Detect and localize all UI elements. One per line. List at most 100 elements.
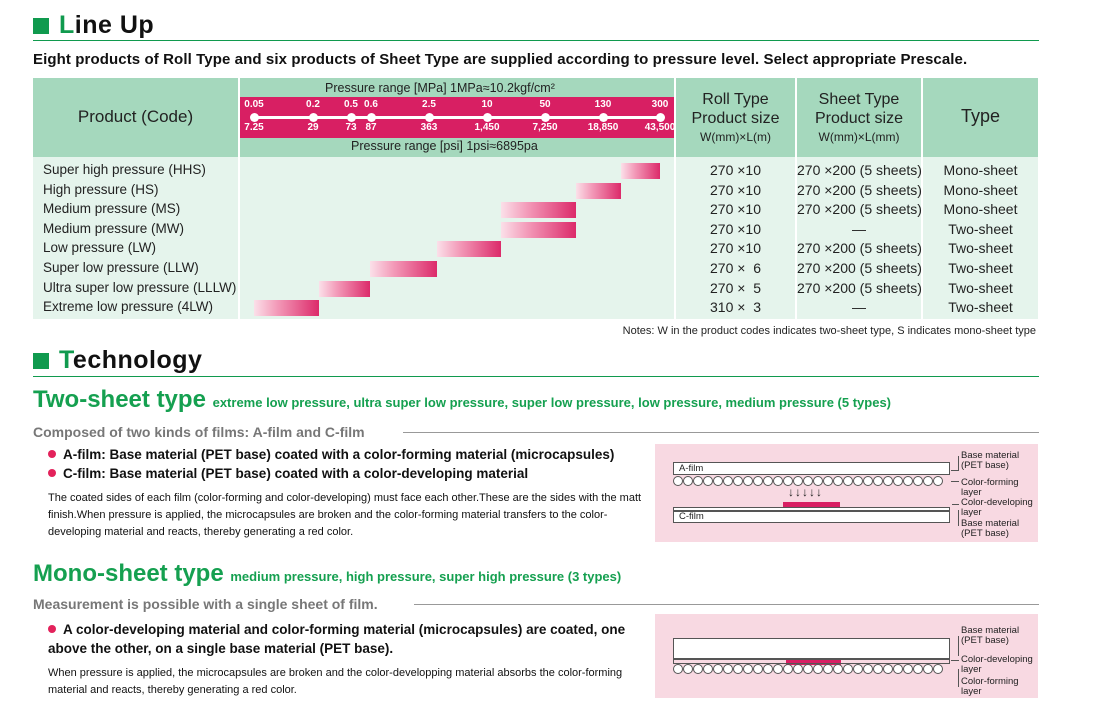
microcapsule-icon	[893, 476, 903, 486]
two-sheet-bullet-c: C-film: Base material (PET base) coated …	[48, 464, 528, 483]
scale-psi-label: 29	[307, 122, 319, 133]
product-type: Two-sheet	[948, 220, 1013, 237]
sheet-size: 270 ×200 (5 sheets)	[797, 260, 922, 276]
red-color-strip	[783, 502, 840, 507]
sheet-size: —	[852, 220, 866, 237]
header-roll-line2: Product size	[691, 110, 780, 127]
mono-sheet-subhead: Measurement is possible with a single sh…	[33, 596, 378, 612]
microcapsule-icon	[913, 664, 923, 674]
product-name: Super high pressure (HHS)	[43, 162, 206, 177]
microcapsule-icon	[883, 476, 893, 486]
product-name: Medium pressure (MW)	[43, 220, 185, 236]
scale-mpa-label: 50	[539, 99, 551, 110]
heading-text: ine Up	[74, 11, 155, 39]
scale-psi-label: 73	[345, 122, 357, 133]
microcapsule-icon	[733, 664, 743, 674]
pressure-range-bar	[436, 241, 502, 258]
product-type: Two-sheet	[948, 299, 1013, 316]
table-body-bg	[33, 157, 1038, 319]
microcapsule-icon	[923, 476, 933, 486]
microcapsule-icon	[743, 664, 753, 674]
pressure-scale-bar: 0.05 7.25 0.2 29 0.5 73 0.6 87 2.5 363 10 1,450 50 7,…	[240, 97, 676, 138]
microcapsule-icon	[823, 664, 833, 674]
mono-sheet-diagram: Base material (PET base) Color-developin…	[655, 614, 1038, 698]
pressure-range-bar	[369, 261, 437, 277]
sheet-size: —	[852, 299, 866, 316]
microcapsule-icon	[763, 664, 773, 674]
scale-tick-dot	[347, 113, 356, 122]
c-film-label: C-film	[679, 511, 704, 522]
microcapsule-icon	[803, 664, 813, 674]
col-divider	[795, 78, 797, 319]
heading-text: echnology	[72, 346, 203, 374]
roll-size: 270 × 6	[710, 260, 761, 276]
microcapsule-icon	[873, 664, 883, 674]
scale-mpa-label: 2.5	[422, 99, 436, 110]
product-name: Extreme low pressure (4LW)	[43, 299, 214, 315]
microcapsule-icon	[803, 476, 813, 486]
two-sheet-body: The coated sides of each film (color-for…	[48, 492, 642, 538]
header-product: Product (Code)	[77, 107, 194, 126]
lineup-heading: Line Up	[33, 11, 154, 40]
microcapsule-icon	[713, 664, 723, 674]
scale-psi-label: 18,850	[587, 122, 619, 133]
two-sheet-subhead-rule	[403, 432, 1039, 433]
color-developing-layer	[673, 507, 950, 511]
product-type: Two-sheet	[948, 279, 1013, 296]
header-sheet: Sheet Type Product size W(mm)×L(mm)	[797, 90, 921, 147]
microcapsule-icon	[883, 664, 893, 674]
microcapsule-icon	[793, 476, 803, 486]
pressure-arrows-icon: ↓↓↓↓↓	[788, 485, 823, 499]
microcapsule-icon	[823, 476, 833, 486]
col-divider	[674, 78, 676, 319]
scale-line	[252, 116, 664, 119]
microcapsule-icon	[923, 664, 933, 674]
heading-cap: T	[59, 346, 73, 374]
sheet-size: 270 ×200 (5 sheets)	[797, 162, 922, 178]
sheet-size: 270 ×200 (5 sheets)	[797, 201, 922, 218]
microcapsule-icon	[893, 664, 903, 674]
bullet-dot-icon	[48, 625, 56, 633]
microcapsule-icon	[843, 476, 853, 486]
heading-cap: L	[59, 11, 75, 39]
header-sheet-line2: Product size	[814, 110, 904, 127]
scale-mpa-label: 0.5	[344, 99, 358, 110]
scale-psi-label: 87	[365, 122, 377, 133]
microcapsule-icon	[773, 476, 783, 486]
color-developing-label: Color-developing layer	[961, 497, 1033, 518]
microcapsule-icon	[853, 476, 863, 486]
pressure-range-bar	[318, 280, 370, 297]
scale-tick-dot	[656, 113, 665, 122]
microcapsule-icon	[813, 664, 823, 674]
two-sheet-bullet-a: A-film: Base material (PET base) coated …	[48, 445, 614, 464]
microcapsule-icon	[793, 664, 803, 674]
roll-size: 310 × 3	[710, 299, 761, 316]
product-type: Mono-sheet	[943, 162, 1018, 178]
heading-square-icon	[33, 17, 49, 34]
microcapsule-icon	[833, 664, 843, 674]
pressure-range-bar	[620, 163, 660, 179]
scale-tick-dot	[309, 113, 318, 122]
microcapsule-icon	[863, 476, 873, 486]
two-sheet-diagram: A-film ↓↓↓↓↓ C-film Base material (PET b…	[655, 444, 1038, 542]
two-sheet-detail: extreme low pressure, ultra super low pr…	[212, 395, 892, 410]
scale-tick-dot	[541, 113, 550, 122]
pressure-range-bar	[576, 182, 621, 199]
microcapsule-icon	[703, 476, 713, 486]
scale-mpa-label: 0.2	[306, 99, 320, 110]
header-type: Type	[960, 106, 1001, 126]
header-sheet-unit: W(mm)×L(mm)	[818, 130, 900, 144]
scale-mpa-label: 130	[594, 99, 612, 110]
microcapsule-icon	[713, 476, 723, 486]
a-film-label: A-film	[679, 463, 704, 474]
microcapsule-icon	[783, 664, 793, 674]
mono-base-material	[673, 638, 950, 659]
scale-psi-label: 43,500	[644, 122, 676, 133]
col-divider	[921, 78, 923, 319]
product-type: Two-sheet	[948, 240, 1013, 257]
roll-size: 270 ×10	[710, 181, 761, 198]
two-sheet-title-text: Two-sheet type	[33, 386, 206, 413]
microcapsule-icon	[933, 476, 943, 486]
header-roll: Roll Type Product size W(mm)×L(m)	[676, 90, 795, 147]
a-film-base	[673, 462, 950, 475]
